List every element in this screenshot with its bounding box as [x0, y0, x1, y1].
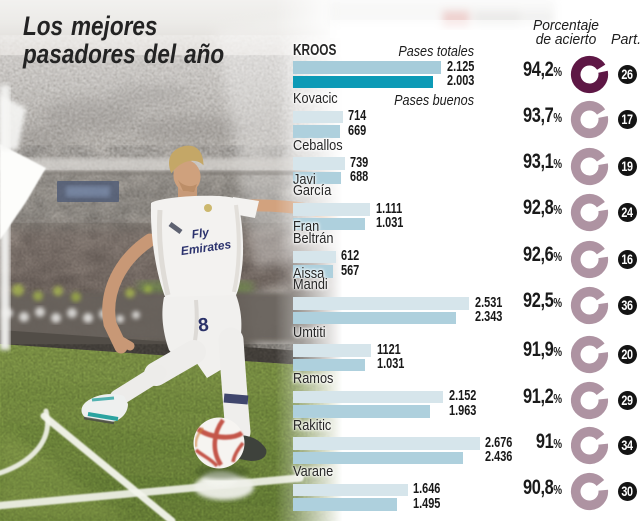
- svg-text:Fly: Fly: [191, 225, 211, 241]
- svg-text:8: 8: [197, 315, 210, 337]
